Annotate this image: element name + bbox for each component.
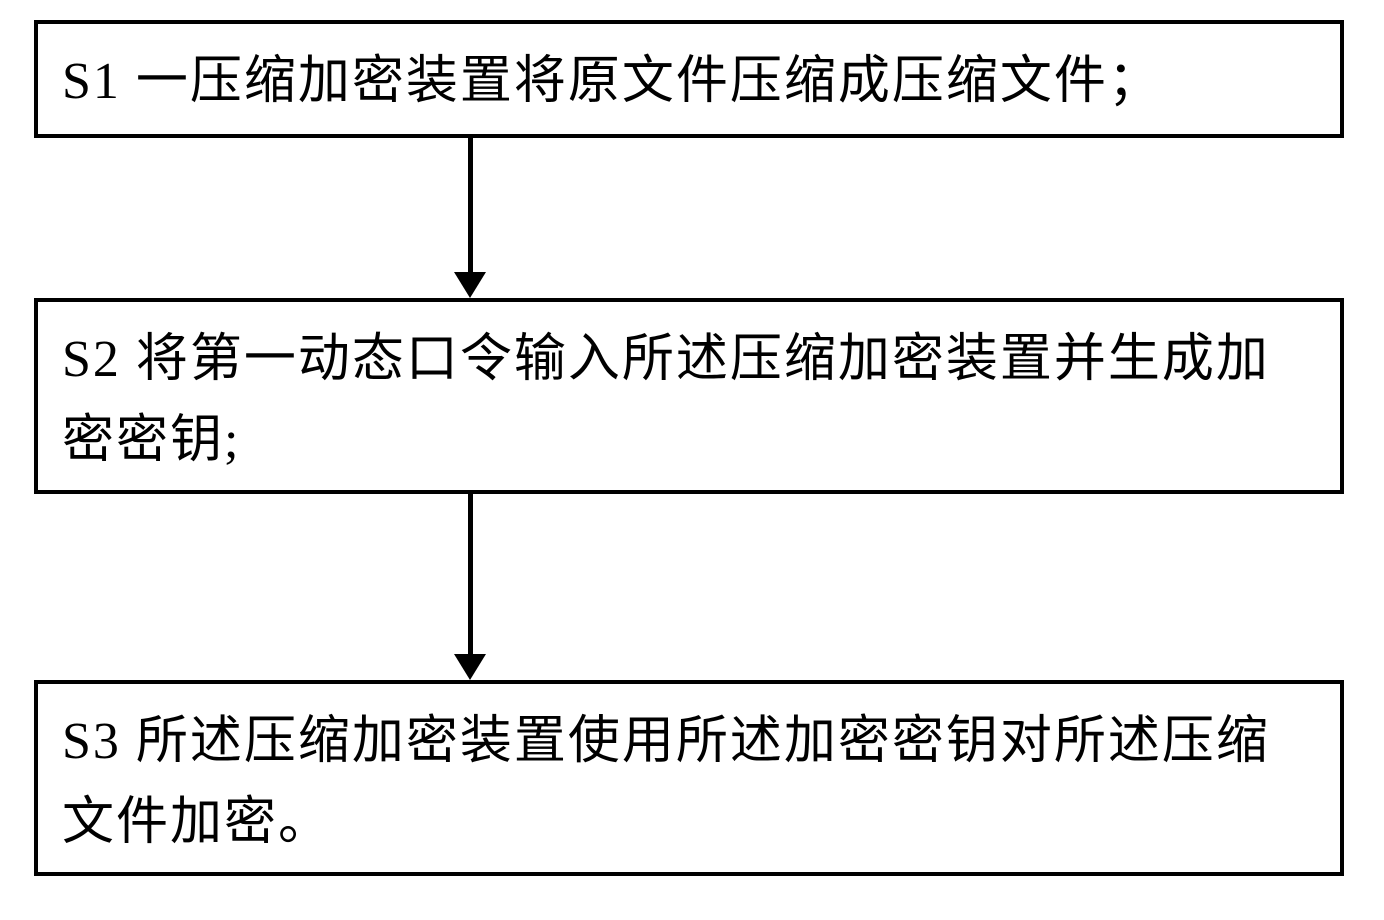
arrow-head-icon: [454, 654, 486, 680]
flowchart-container: S1 一压缩加密装置将原文件压缩成压缩文件； S2 将第一动态口令输入所述压缩加…: [0, 0, 1384, 920]
flowchart-edge-s2-s3: [454, 494, 486, 680]
arrow-head-icon: [454, 272, 486, 298]
arrow-line: [468, 138, 473, 272]
node-s1-label: S1 一压缩加密装置将原文件压缩成压缩文件；: [62, 42, 1162, 123]
flowchart-node-s3: S3 所述压缩加密装置使用所述加密密钥对所述压缩文件加密。: [34, 680, 1344, 876]
arrow-line: [468, 494, 473, 654]
node-s2-label: S2 将第一动态口令输入所述压缩加密装置并生成加密密钥;: [62, 320, 1316, 481]
flowchart-node-s1: S1 一压缩加密装置将原文件压缩成压缩文件；: [34, 20, 1344, 138]
flowchart-node-s2: S2 将第一动态口令输入所述压缩加密装置并生成加密密钥;: [34, 298, 1344, 494]
flowchart-edge-s1-s2: [454, 138, 486, 298]
node-s3-label: S3 所述压缩加密装置使用所述加密密钥对所述压缩文件加密。: [62, 702, 1316, 863]
